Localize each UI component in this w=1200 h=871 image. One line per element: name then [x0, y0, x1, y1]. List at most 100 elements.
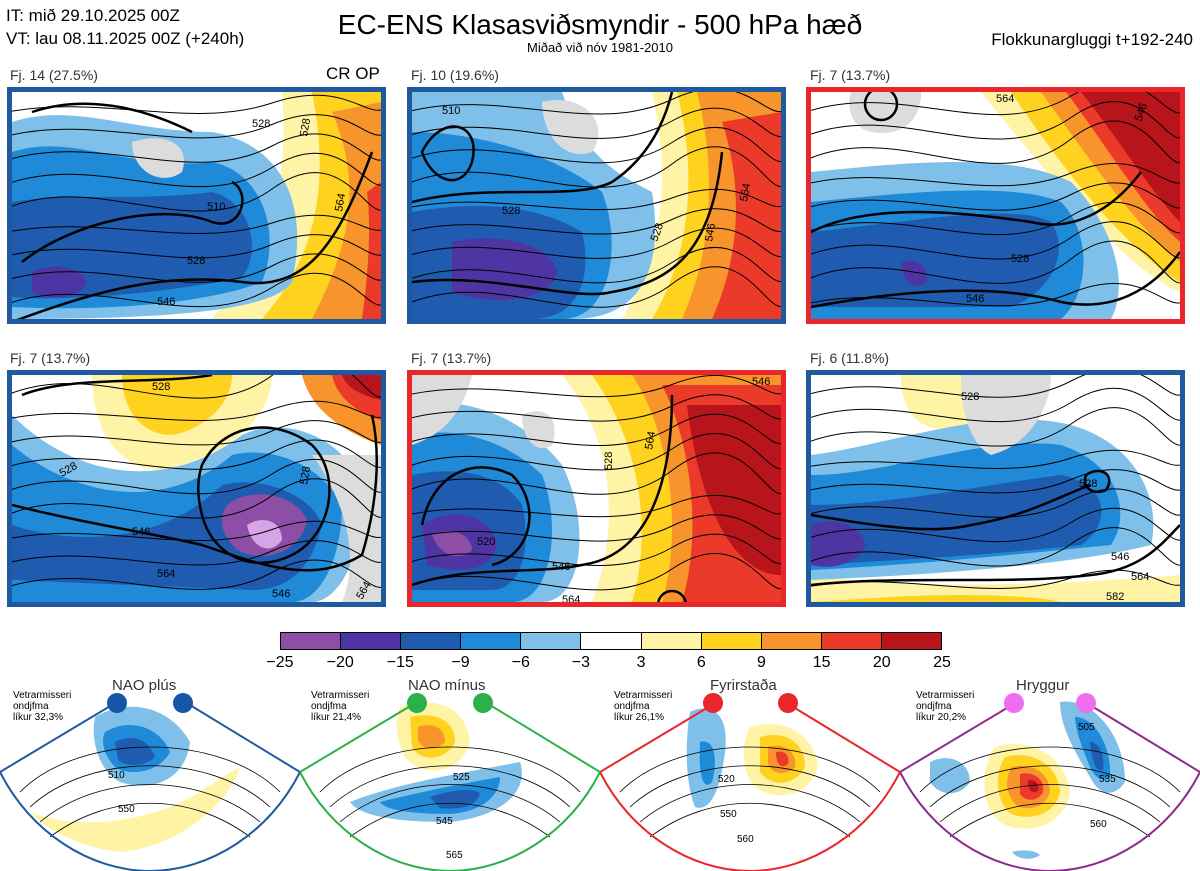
- isoline: [412, 247, 781, 284]
- contour-label: 510: [108, 770, 125, 781]
- isoline: [811, 221, 1180, 260]
- regime-dot-left: [703, 693, 723, 713]
- contour-label: 528: [1079, 478, 1097, 490]
- colorbar-segment: [401, 633, 462, 649]
- panel-1-tag: CR OP: [326, 64, 380, 83]
- isoline: [12, 439, 381, 470]
- regime-title: Fyrirstaða: [710, 677, 777, 694]
- panel-1-label: Fj. 14 (27.5%): [10, 67, 98, 83]
- colorbar-segment: [641, 633, 702, 649]
- colorbar-segment: [461, 633, 522, 649]
- colorbar-tick-label: −25: [266, 654, 294, 671]
- contour-label: 528: [298, 117, 313, 137]
- contour-label: 564: [643, 430, 658, 450]
- regime-title: NAO plús: [112, 677, 177, 694]
- contour-label: 520: [477, 536, 495, 548]
- isoline: [12, 458, 381, 495]
- contour-label: 528: [961, 391, 979, 403]
- contour-label: 564: [738, 182, 753, 202]
- contour-label: 564: [562, 594, 580, 602]
- isoline: [811, 527, 1180, 567]
- contour-label: 528: [603, 452, 615, 470]
- isoline: [12, 559, 381, 590]
- colorbar-tick-label: −6: [511, 654, 530, 671]
- init-time: IT: mið 29.10.2025 00Z: [6, 6, 180, 25]
- colorbar-tick-label: 9: [757, 654, 766, 671]
- isoline: [811, 201, 1180, 236]
- regime-ridge: 505 535 560 Hryggur Vetrarmisseri ondjfma…: [900, 672, 1200, 871]
- isoline: [412, 127, 781, 164]
- colorbar-segment: [701, 633, 762, 649]
- valid-time: VT: lau 08.11.2025 00Z (+240h): [6, 29, 245, 48]
- isoline: [12, 400, 381, 422]
- panel-3-label: Fj. 7 (13.7%): [810, 67, 891, 83]
- isoline: [12, 234, 381, 259]
- contour-label: 546: [703, 222, 718, 242]
- cluster-map-4: 528 528 528 546 546 564 564: [7, 370, 386, 607]
- colorbar-tick-label: 15: [812, 654, 831, 671]
- isoline: [811, 375, 1180, 398]
- isoline: [811, 282, 1180, 307]
- isoline: [412, 266, 781, 308]
- isoline: [412, 375, 781, 398]
- sector-outline: [300, 701, 600, 871]
- isoline: [811, 449, 1180, 469]
- colorbar-segment: [581, 633, 642, 649]
- panel-5-label: Fj. 7 (13.7%): [411, 350, 492, 366]
- contour-label: 546: [966, 293, 984, 305]
- regime-dot-right: [778, 693, 798, 713]
- isoline: [412, 452, 781, 495]
- isoline: [811, 101, 1180, 140]
- contour-label: 564: [1131, 571, 1149, 583]
- panel-4-label: Fj. 7 (13.7%): [10, 350, 91, 366]
- cluster-map-6: 528 528 546 564 582: [806, 370, 1185, 607]
- isoline: [412, 146, 781, 188]
- colorbar-segment: [521, 633, 582, 649]
- contour-label: 550: [118, 804, 135, 815]
- regime-dot-left: [407, 693, 427, 713]
- colorbar-tick-label: −3: [571, 654, 591, 671]
- contour-label: 564: [333, 192, 348, 212]
- contour-label: 564: [157, 568, 175, 580]
- isoline: [12, 114, 381, 139]
- contour-label: 528: [152, 381, 170, 393]
- contour-label: 565: [446, 850, 463, 861]
- sector-outline: [0, 701, 300, 871]
- sector-outline: [900, 701, 1200, 871]
- colorbar-tick-label: 3: [636, 654, 646, 671]
- colorbar-tick-label: −15: [386, 654, 414, 671]
- colorbar-tick-label: 25: [933, 654, 951, 671]
- regime-note: Vetrarmisseri ondjfma líkur 32,3%: [13, 690, 72, 723]
- isoline: [12, 133, 381, 163]
- cluster-map-2: 510 528 528 546 564: [407, 87, 786, 324]
- cluster-map-5: 520 528 546 564 564 546: [407, 370, 786, 607]
- isoline: [12, 253, 381, 283]
- cluster-map-1: 510 528 528 528 546 564: [7, 87, 386, 324]
- regime-dot-left: [1004, 693, 1024, 713]
- page-title: EC-ENS Klasasviðsmyndir - 500 hPa hæð: [337, 9, 863, 40]
- regime-title: Hryggur: [1016, 677, 1070, 694]
- colorbar-segment: [761, 633, 822, 649]
- isoline: [412, 553, 781, 591]
- contour-label: 564: [996, 93, 1014, 105]
- isoline: [811, 162, 1180, 187]
- colorbar-tick-label: −20: [326, 654, 354, 671]
- contour-label: 546: [752, 376, 770, 388]
- regime-blocking: 520 550 560 Fyrirstaða Vetrarmisseri ondj…: [600, 672, 900, 871]
- contour-label: 528: [502, 205, 520, 217]
- sector-outline: [600, 701, 900, 871]
- contour-label: 535: [1099, 774, 1116, 785]
- cluster-map-3: 528 546 564 546: [806, 87, 1185, 324]
- classification-window: Flokkunargluggi t+192-240: [991, 30, 1193, 49]
- isoline: [12, 478, 381, 519]
- colorbar-segment: [341, 633, 402, 649]
- isoline: [412, 227, 781, 259]
- isoline: [412, 107, 781, 139]
- isoline: [811, 120, 1180, 164]
- isoline: [811, 407, 1180, 447]
- contour-label: 546: [1133, 102, 1151, 123]
- isoline: [811, 387, 1180, 423]
- contour-label: 546: [552, 561, 570, 573]
- regime-dot-right: [173, 693, 193, 713]
- isoline: [811, 182, 1180, 211]
